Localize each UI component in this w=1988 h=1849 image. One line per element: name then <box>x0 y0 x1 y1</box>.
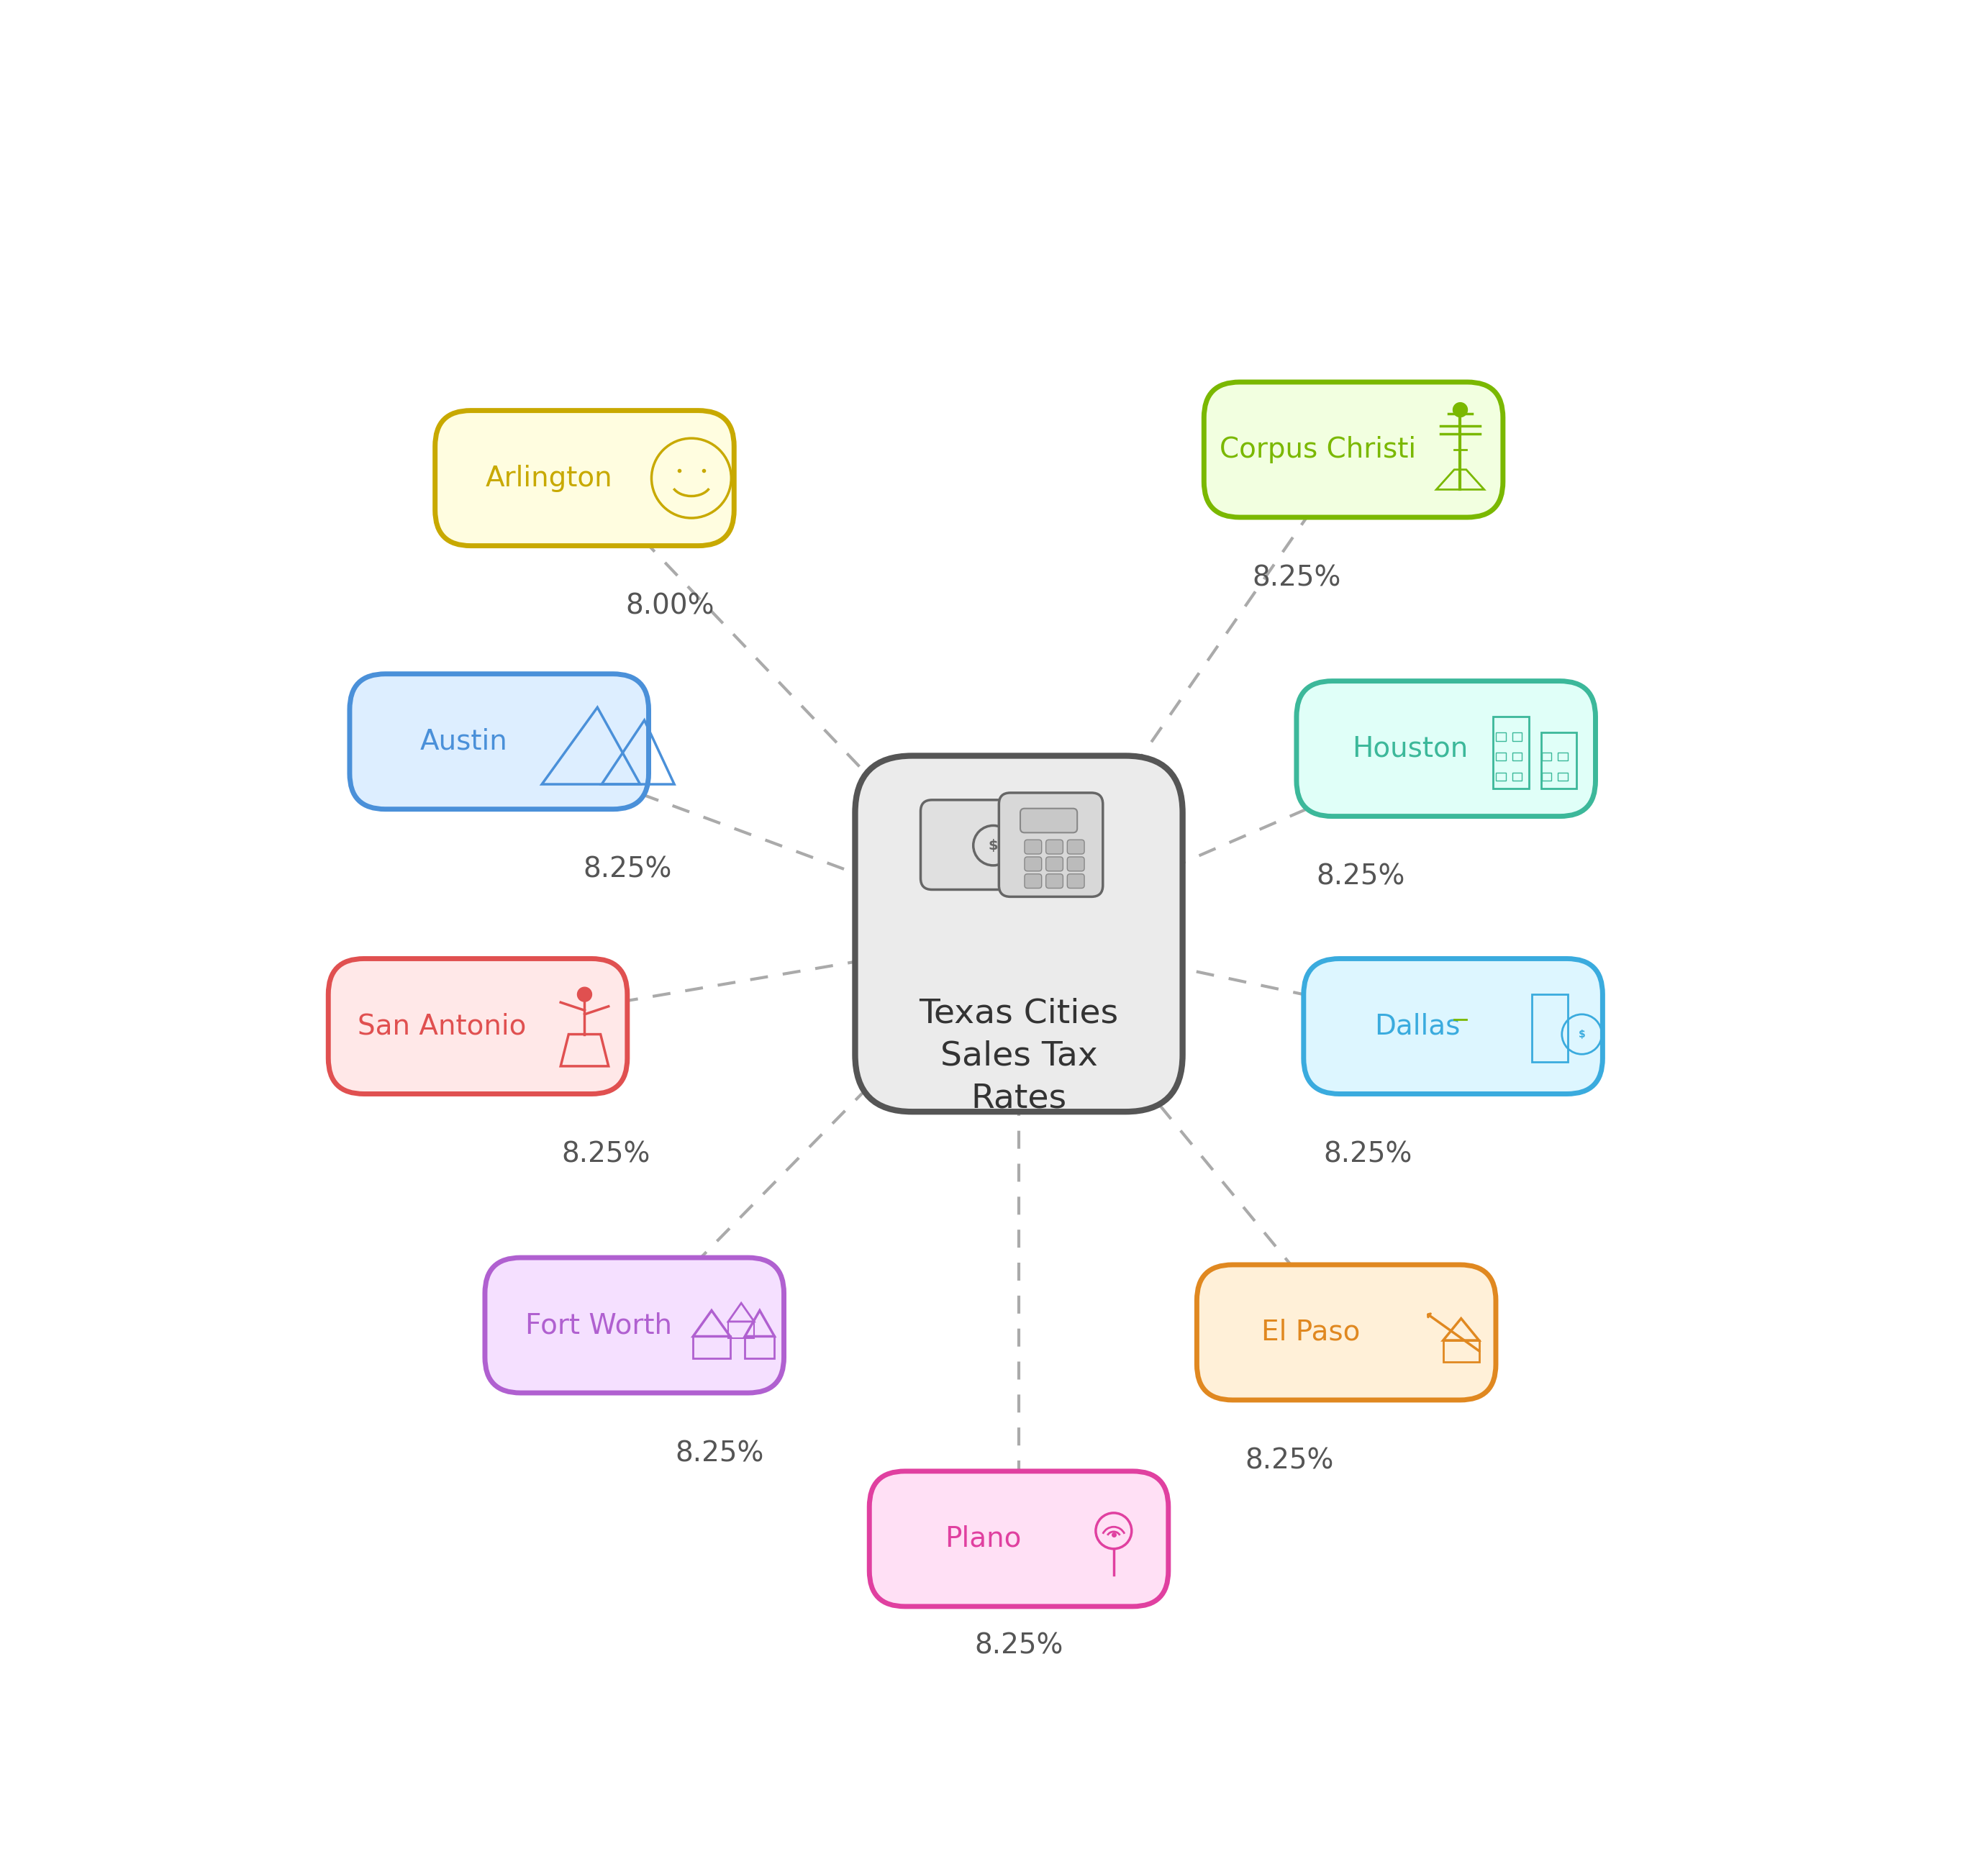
Text: Fort Worth: Fort Worth <box>525 1311 672 1339</box>
FancyBboxPatch shape <box>1205 383 1503 518</box>
FancyBboxPatch shape <box>1068 839 1083 854</box>
Text: Arlington: Arlington <box>485 464 612 492</box>
FancyBboxPatch shape <box>1046 856 1064 871</box>
Text: 8.25%: 8.25% <box>1316 863 1406 891</box>
FancyBboxPatch shape <box>998 793 1103 897</box>
FancyBboxPatch shape <box>1296 680 1596 815</box>
Text: 8.25%: 8.25% <box>582 856 672 884</box>
Text: Dallas: Dallas <box>1374 1013 1461 1039</box>
FancyBboxPatch shape <box>1024 839 1042 854</box>
FancyBboxPatch shape <box>855 756 1183 1111</box>
FancyBboxPatch shape <box>1197 1265 1495 1400</box>
FancyBboxPatch shape <box>869 1472 1169 1607</box>
FancyBboxPatch shape <box>1068 856 1083 871</box>
FancyBboxPatch shape <box>1068 875 1083 888</box>
Text: 8.25%: 8.25% <box>1324 1141 1411 1169</box>
Text: 8.25%: 8.25% <box>561 1141 650 1169</box>
FancyBboxPatch shape <box>1020 808 1077 832</box>
Text: Corpus Christi: Corpus Christi <box>1219 436 1415 464</box>
Text: 8.25%: 8.25% <box>676 1440 763 1466</box>
FancyBboxPatch shape <box>1304 958 1602 1095</box>
Text: Houston: Houston <box>1352 736 1469 762</box>
Circle shape <box>1453 403 1467 418</box>
FancyBboxPatch shape <box>1024 856 1042 871</box>
Text: $: $ <box>988 839 998 852</box>
Circle shape <box>577 987 592 1002</box>
FancyBboxPatch shape <box>1046 839 1064 854</box>
Text: 8.25%: 8.25% <box>1252 564 1340 592</box>
Text: 8.25%: 8.25% <box>974 1633 1064 1659</box>
FancyBboxPatch shape <box>350 673 648 810</box>
Text: San Antonio: San Antonio <box>358 1013 527 1039</box>
FancyBboxPatch shape <box>485 1257 783 1392</box>
FancyBboxPatch shape <box>435 410 734 545</box>
Text: Texas Cities
Sales Tax
Rates: Texas Cities Sales Tax Rates <box>918 998 1119 1115</box>
FancyBboxPatch shape <box>1024 875 1042 888</box>
Text: 8.00%: 8.00% <box>626 594 714 619</box>
FancyBboxPatch shape <box>328 958 628 1095</box>
Text: 8.25%: 8.25% <box>1244 1448 1334 1474</box>
Text: Austin: Austin <box>419 729 507 754</box>
Text: $: $ <box>1578 1030 1584 1039</box>
FancyBboxPatch shape <box>1046 875 1064 888</box>
Text: Plano: Plano <box>944 1525 1022 1553</box>
FancyBboxPatch shape <box>920 801 1060 889</box>
Text: El Paso: El Paso <box>1260 1318 1360 1346</box>
